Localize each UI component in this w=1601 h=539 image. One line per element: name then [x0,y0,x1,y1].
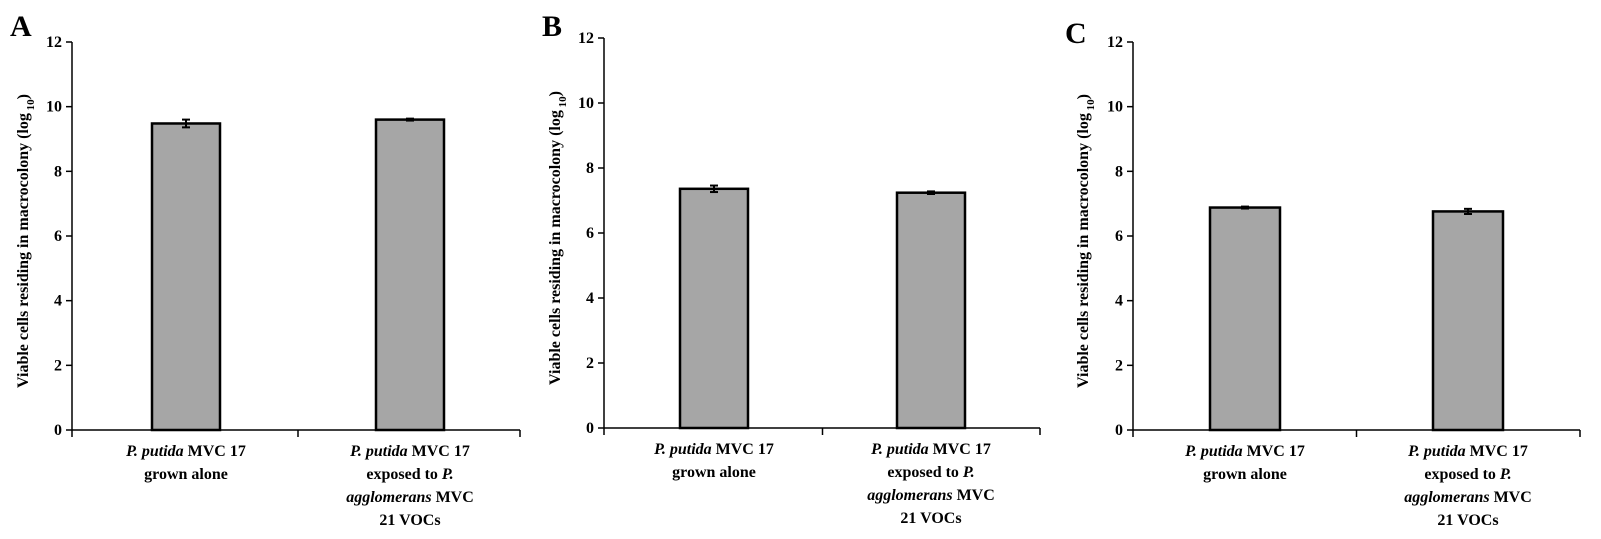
y-tick-label: 10 [578,95,594,112]
y-tick-label: 8 [54,163,62,180]
y-tick-label: 0 [1115,422,1123,439]
y-axis-label: Viable cells residing in macrocolony (lo… [547,91,569,385]
y-tick-label: 4 [586,290,594,307]
bar [1208,206,1282,432]
bar [678,187,750,430]
y-axis-label: Viable cells residing in macrocolony (lo… [15,94,37,388]
y-tick-label: 10 [46,99,62,116]
y-tick-label: 2 [586,355,594,372]
panel-letter: A [10,10,32,43]
y-tick-label: 6 [1115,228,1123,245]
y-tick-label: 10 [1107,99,1123,116]
y-tick-label: 2 [54,357,62,374]
x-category-label: P. putida MVC 17 grown alone [125,443,246,483]
y-tick-label: 8 [586,160,594,177]
chart-panel-b: B 0 2 4 6 8 10 12 Viable cells residing in macro… [542,10,1041,527]
y-tick-label: 0 [54,422,62,439]
y-tick-label: 8 [1115,163,1123,180]
x-category-label: P. putida MVC 17 exposed to P. agglomerans… [867,441,995,527]
y-tick-label: 12 [1107,34,1123,51]
y-tick-label: 2 [1115,357,1123,374]
x-category-label: P. putida MVC 17 exposed to P. agglomerans… [346,443,474,529]
x-category-label: P. putida MVC 17 grown alone [653,441,774,481]
bar [895,191,967,430]
panel-letter: C [1065,17,1087,50]
chart-panel-c: C 0 2 4 6 8 10 12 Viable cells residing in macro… [1065,17,1581,529]
y-tick-label: 6 [54,228,62,245]
panel-letter: B [542,10,562,43]
x-category-label: P. putida MVC 17 exposed to P. agglomerans… [1404,443,1532,529]
y-tick-label: 4 [54,293,62,310]
y-tick-label: 12 [578,30,594,47]
y-tick-label: 12 [46,34,62,51]
y-axis-label: Viable cells residing in macrocolony (lo… [1075,94,1097,388]
chart-panel-a: A 0 2 4 6 8 10 12 Viable cells residing in macro… [10,10,521,529]
bar [374,118,446,432]
x-category-label: P. putida MVC 17 grown alone [1184,443,1305,483]
bar [1431,210,1505,432]
y-tick-label: 0 [586,420,594,437]
y-tick-label: 6 [586,225,594,242]
y-tick-label: 4 [1115,293,1123,310]
bar [150,122,222,432]
